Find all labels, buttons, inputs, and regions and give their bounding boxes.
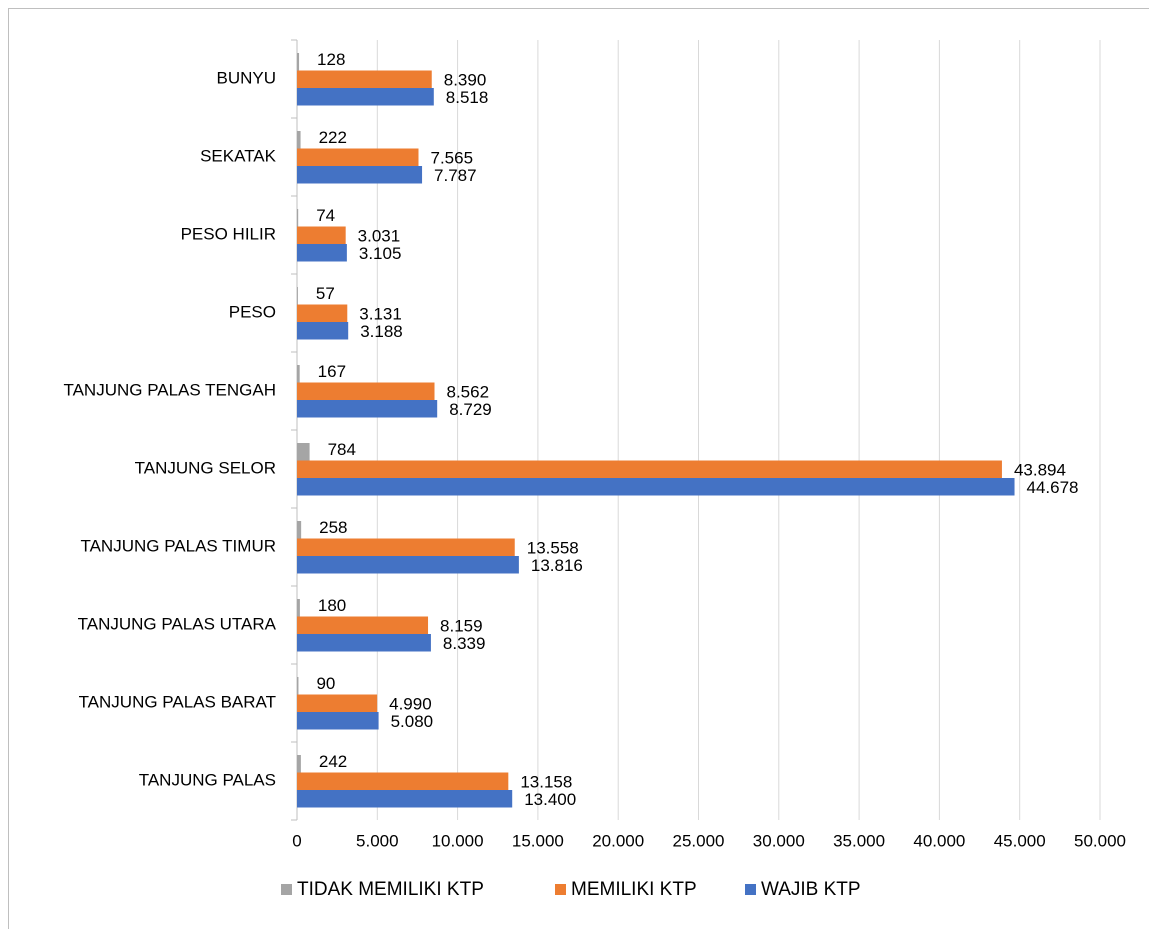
bar xyxy=(297,772,509,790)
y-tick-label: TANJUNG PALAS BARAT xyxy=(79,692,276,711)
data-label: 8.159 xyxy=(440,617,483,636)
bar xyxy=(297,478,1015,496)
x-tick-label: 50.000 xyxy=(1074,831,1126,850)
data-label: 3.031 xyxy=(358,227,401,246)
data-label: 8.562 xyxy=(447,383,490,402)
x-tick-label: 20.000 xyxy=(592,831,644,850)
y-tick-label: TANJUNG PALAS UTARA xyxy=(78,614,277,633)
x-tick-label: 5.000 xyxy=(356,831,399,850)
x-tick-label: 0 xyxy=(292,831,301,850)
data-label: 167 xyxy=(318,362,346,381)
y-tick-label: PESO HILIR xyxy=(181,224,276,243)
data-label: 13.558 xyxy=(527,539,579,558)
bar xyxy=(297,322,349,340)
data-label: 5.080 xyxy=(391,712,434,731)
bar xyxy=(297,616,429,634)
bar xyxy=(297,755,301,773)
bar xyxy=(297,166,423,184)
legend-label: MEMILIKI KTP xyxy=(571,879,697,900)
data-label: 128 xyxy=(317,50,345,69)
data-label: 8.518 xyxy=(446,88,489,107)
data-label: 7.787 xyxy=(434,166,477,185)
legend-swatch xyxy=(281,884,292,895)
data-label: 242 xyxy=(319,752,347,771)
bar xyxy=(297,790,513,808)
bar xyxy=(297,53,300,71)
bar xyxy=(297,131,301,149)
data-label: 7.565 xyxy=(430,149,473,168)
data-label: 8.390 xyxy=(444,71,487,90)
legend-swatch xyxy=(555,884,566,895)
y-tick-label: BUNYU xyxy=(216,68,276,87)
bar xyxy=(297,634,431,652)
y-tick-label: TANJUNG PALAS xyxy=(139,770,276,789)
bar xyxy=(297,712,379,730)
data-label: 74 xyxy=(316,206,335,225)
bar xyxy=(297,70,432,88)
bar xyxy=(297,209,299,227)
x-tick-label: 30.000 xyxy=(753,831,805,850)
data-label: 784 xyxy=(328,440,356,459)
data-label: 8.339 xyxy=(443,634,486,653)
bar xyxy=(297,400,438,418)
data-label: 258 xyxy=(319,518,347,537)
bar xyxy=(297,226,346,244)
legend-label: WAJIB KTP xyxy=(761,879,861,900)
legend-label: TIDAK MEMILIKI KTP xyxy=(297,879,484,900)
data-label: 180 xyxy=(318,596,346,615)
x-tick-label: 15.000 xyxy=(512,831,564,850)
bar xyxy=(297,88,434,106)
data-label: 3.188 xyxy=(360,322,403,341)
data-label: 90 xyxy=(316,674,335,693)
bar xyxy=(297,304,348,322)
y-tick-label: TANJUNG PALAS TIMUR xyxy=(80,536,276,555)
x-tick-label: 35.000 xyxy=(833,831,885,850)
y-tick-label: TANJUNG PALAS TENGAH xyxy=(63,380,276,399)
bar xyxy=(297,599,300,617)
data-label: 13.816 xyxy=(531,556,583,575)
bar xyxy=(297,677,299,695)
data-label: 4.990 xyxy=(389,695,432,714)
data-label: 3.105 xyxy=(359,244,402,263)
y-tick-label: PESO xyxy=(229,302,276,321)
bar xyxy=(297,443,310,461)
bar xyxy=(297,521,302,539)
bar xyxy=(297,148,419,166)
data-label: 57 xyxy=(316,284,335,303)
data-label: 44.678 xyxy=(1027,478,1079,497)
data-label: 13.158 xyxy=(520,773,572,792)
data-label: 222 xyxy=(319,128,347,147)
data-label: 8.729 xyxy=(449,400,492,419)
bar xyxy=(297,538,515,556)
data-label: 3.131 xyxy=(359,305,402,324)
x-tick-label: 10.000 xyxy=(432,831,484,850)
x-tick-label: 45.000 xyxy=(994,831,1046,850)
x-tick-label: 40.000 xyxy=(913,831,965,850)
chart-border xyxy=(8,8,1149,929)
bar xyxy=(297,244,347,262)
y-tick-label: SEKATAK xyxy=(200,146,277,165)
bar xyxy=(297,694,378,712)
bar xyxy=(297,382,435,400)
bar xyxy=(297,556,519,574)
bar xyxy=(297,460,1002,478)
y-tick-label: TANJUNG SELOR xyxy=(135,458,276,477)
x-tick-label: 25.000 xyxy=(673,831,725,850)
bar xyxy=(297,287,298,305)
legend-swatch xyxy=(745,884,756,895)
data-label: 43.894 xyxy=(1014,461,1066,480)
bar xyxy=(297,365,300,383)
data-label: 13.400 xyxy=(524,790,576,809)
